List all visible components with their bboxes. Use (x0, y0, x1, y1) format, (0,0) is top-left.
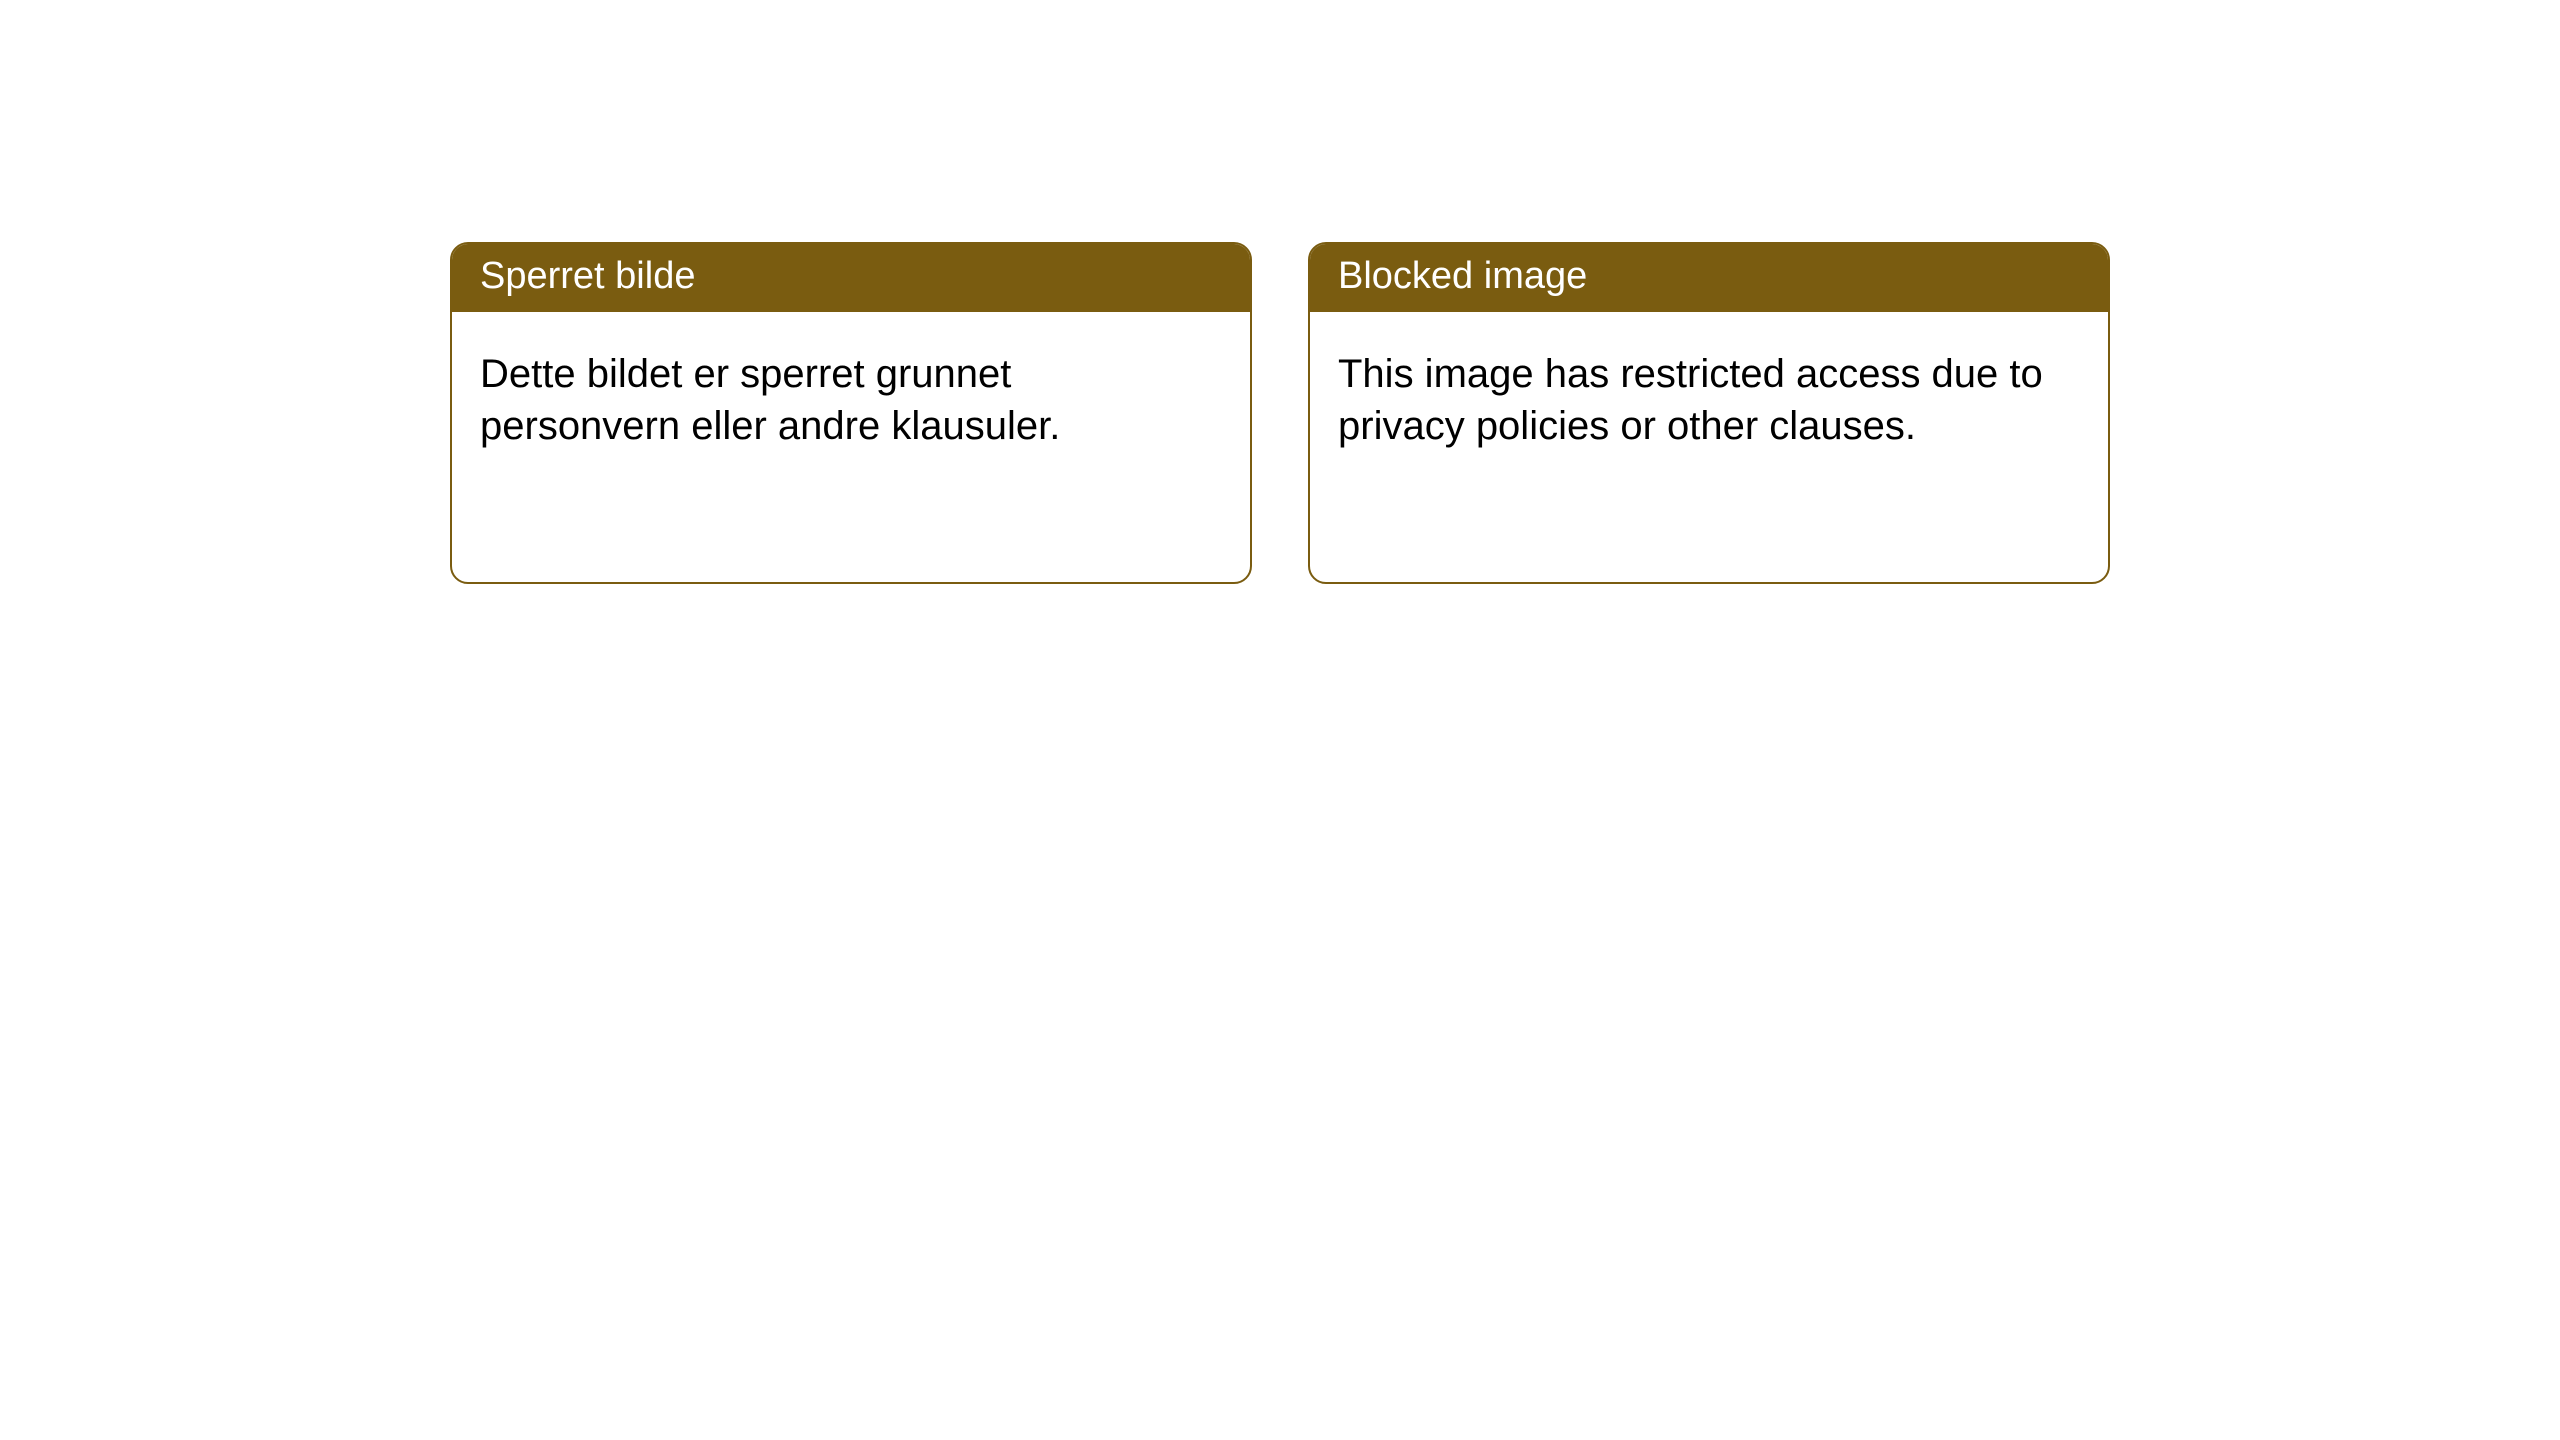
notice-title-norwegian: Sperret bilde (452, 244, 1250, 312)
notice-body-english: This image has restricted access due to … (1310, 312, 2108, 582)
notice-card-english: Blocked image This image has restricted … (1308, 242, 2110, 584)
notice-card-norwegian: Sperret bilde Dette bildet er sperret gr… (450, 242, 1252, 584)
notice-container: Sperret bilde Dette bildet er sperret gr… (0, 0, 2560, 584)
notice-body-norwegian: Dette bildet er sperret grunnet personve… (452, 312, 1250, 582)
notice-title-english: Blocked image (1310, 244, 2108, 312)
